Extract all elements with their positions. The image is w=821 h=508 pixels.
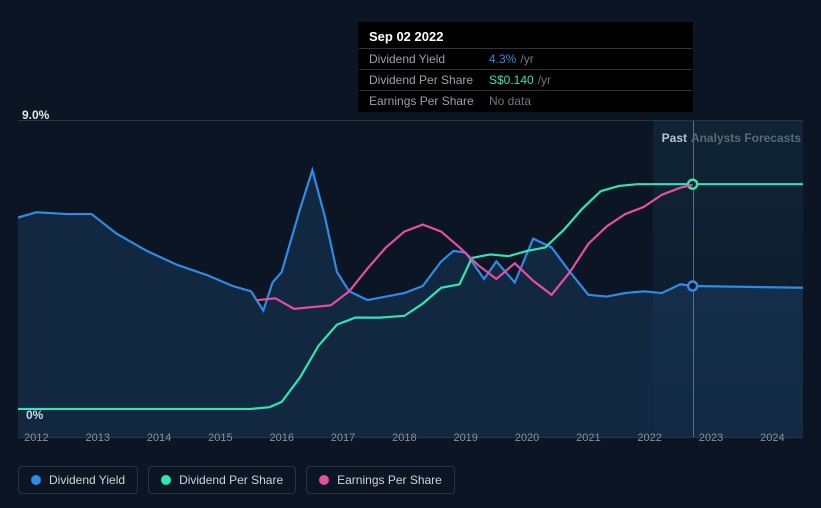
tooltip-row: Earnings Per ShareNo data	[359, 91, 692, 111]
legend-dot	[319, 475, 329, 485]
tooltip-row-label: Dividend Yield	[369, 52, 489, 66]
tooltip-row: Dividend Yield4.3%/yr	[359, 49, 692, 70]
legend-item[interactable]: Earnings Per Share	[306, 466, 455, 494]
x-tick: 2018	[392, 432, 416, 444]
x-tick: 2016	[269, 432, 293, 444]
legend-label: Dividend Yield	[49, 473, 125, 487]
x-tick: 2014	[147, 432, 171, 444]
x-tick: 2013	[85, 432, 109, 444]
x-tick: 2024	[760, 432, 784, 444]
legend-dot	[161, 475, 171, 485]
x-tick: 2019	[453, 432, 477, 444]
dividend-per-share-marker	[688, 180, 697, 189]
x-tick: 2020	[515, 432, 539, 444]
tooltip-row-value: No data	[489, 94, 531, 108]
tooltip-row-value: 4.3%/yr	[489, 52, 534, 66]
x-tick: 2017	[331, 432, 355, 444]
tooltip-row-value: S$0.140/yr	[489, 73, 551, 87]
legend-dot	[31, 475, 41, 485]
dividend-yield-marker	[688, 282, 697, 291]
legend-item[interactable]: Dividend Per Share	[148, 466, 296, 494]
x-tick: 2023	[699, 432, 723, 444]
dividend-chart: 9.0% 0% Past Analysts Forecasts 20122013…	[0, 0, 821, 508]
tooltip: Sep 02 2022 Dividend Yield4.3%/yrDividen…	[358, 22, 693, 112]
tooltip-row-label: Earnings Per Share	[369, 94, 489, 108]
plot-svg	[18, 121, 803, 437]
legend-item[interactable]: Dividend Yield	[18, 466, 138, 494]
tooltip-row-label: Dividend Per Share	[369, 73, 489, 87]
plot-area[interactable]	[18, 120, 803, 438]
tooltip-row: Dividend Per ShareS$0.140/yr	[359, 70, 692, 91]
x-tick: 2015	[208, 432, 232, 444]
dividend-yield-area	[18, 170, 803, 437]
x-tick: 2022	[637, 432, 661, 444]
legend: Dividend Yield Dividend Per Share Earnings…	[18, 466, 455, 494]
x-tick: 2012	[24, 432, 48, 444]
x-axis: 2012 2013 2014 2015 2016 2017 2018 2019 2020 2021…	[18, 432, 803, 448]
x-tick: 2021	[576, 432, 600, 444]
legend-label: Dividend Per Share	[179, 473, 283, 487]
tooltip-date: Sep 02 2022	[359, 23, 692, 49]
legend-label: Earnings Per Share	[337, 473, 442, 487]
